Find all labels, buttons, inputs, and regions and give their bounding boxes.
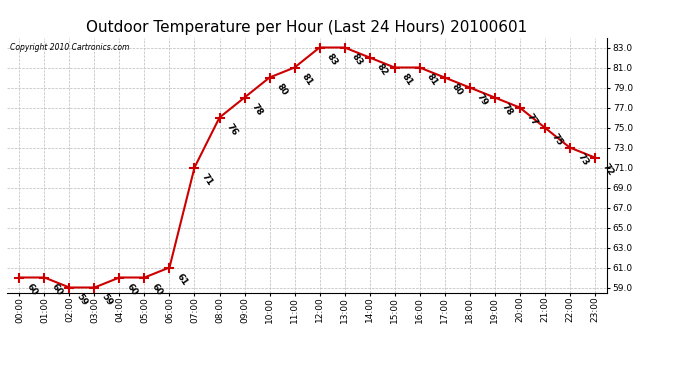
Text: 60: 60 xyxy=(25,282,39,297)
Text: 78: 78 xyxy=(250,102,265,117)
Text: 81: 81 xyxy=(425,72,440,87)
Text: 81: 81 xyxy=(400,72,415,87)
Text: 59: 59 xyxy=(75,292,90,307)
Title: Outdoor Temperature per Hour (Last 24 Hours) 20100601: Outdoor Temperature per Hour (Last 24 Ho… xyxy=(86,20,528,35)
Text: 83: 83 xyxy=(350,52,365,67)
Text: 61: 61 xyxy=(175,272,190,287)
Text: 82: 82 xyxy=(375,62,390,77)
Text: 83: 83 xyxy=(325,52,339,67)
Text: 78: 78 xyxy=(500,102,515,117)
Text: 79: 79 xyxy=(475,92,490,107)
Text: 75: 75 xyxy=(550,132,565,147)
Text: Copyright 2010 Cartronics.com: Copyright 2010 Cartronics.com xyxy=(10,43,129,52)
Text: 76: 76 xyxy=(225,122,239,137)
Text: 59: 59 xyxy=(100,292,115,307)
Text: 80: 80 xyxy=(450,82,464,97)
Text: 80: 80 xyxy=(275,82,290,97)
Text: 73: 73 xyxy=(575,152,590,167)
Text: 72: 72 xyxy=(600,162,615,177)
Text: 60: 60 xyxy=(150,282,164,297)
Text: 77: 77 xyxy=(525,112,540,127)
Text: 71: 71 xyxy=(200,172,215,187)
Text: 81: 81 xyxy=(300,72,315,87)
Text: 60: 60 xyxy=(125,282,139,297)
Text: 60: 60 xyxy=(50,282,64,297)
